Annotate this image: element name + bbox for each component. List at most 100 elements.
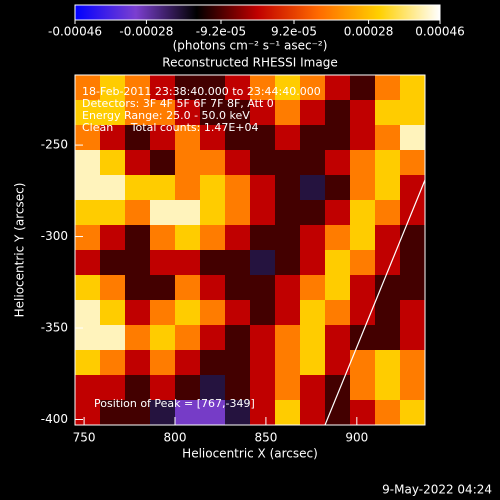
heat-cell [175,325,201,351]
heat-cell [350,75,376,101]
heat-cell [150,250,176,276]
heat-cell [350,225,376,251]
heat-cell [275,250,301,276]
colorbar-tick-label: -0.00046 [48,25,102,39]
heat-cell [175,100,201,126]
colorbar-tick-label: -9.2e-05 [196,25,246,39]
heat-cell [375,225,401,251]
heat-cell [275,350,301,376]
heat-cell [225,150,251,176]
heat-cell [325,175,351,201]
heat-cell [175,125,201,151]
heat-cell [375,100,401,126]
heat-cell [325,150,351,176]
heat-cell [300,200,326,226]
heat-cell [300,250,326,276]
heat-cell [325,300,351,326]
heat-cell [250,175,276,201]
heat-cell [250,100,276,126]
heat-cell [375,400,401,426]
heat-cell [300,225,326,251]
heat-cell [75,75,101,101]
heat-cell [325,225,351,251]
heat-cell [100,100,126,126]
colorbar-tick-label: -0.00028 [119,25,173,39]
heat-cell [125,275,151,301]
heat-cell [150,150,176,176]
heat-cell [225,250,251,276]
annotation: Detectors: 3F 4F 5F 6F 7F 8F, Att 0 [82,97,274,110]
heat-cell [300,150,326,176]
heat-cell [150,75,176,101]
plot-frame [74,74,426,426]
heat-cell [400,250,426,276]
heat-cell [200,350,226,376]
heat-cell [250,275,276,301]
heat-cell [400,125,426,151]
heat-cell [350,325,376,351]
heat-cell [275,125,301,151]
heat-cell [350,275,376,301]
annotation: 18-Feb-2011 23:38:40.000 to 23:44:40.000 [82,85,321,98]
heat-cell [325,325,351,351]
heat-cell [250,75,276,101]
x-tick-label: 850 [254,431,277,445]
heat-cell [150,325,176,351]
heat-cell [125,175,151,201]
heat-cell [375,300,401,326]
heat-cell [275,275,301,301]
heat-cell [300,125,326,151]
heat-cell [100,250,126,276]
heat-cell [300,350,326,376]
heat-cell [100,400,126,426]
heat-cell [75,200,101,226]
heat-cell [400,325,426,351]
x-axis-label: Heliocentric X (arcsec) [182,447,318,461]
heat-cell [400,300,426,326]
heat-cell [250,350,276,376]
heat-cell [175,175,201,201]
heat-cell [375,200,401,226]
heat-cell [225,125,251,151]
heat-cell [150,300,176,326]
heat-cell [150,175,176,201]
heat-cell [200,100,226,126]
x-tick-label: 900 [345,431,368,445]
heat-cell [300,400,326,426]
heat-cell [75,350,101,376]
heat-cell [225,325,251,351]
heat-cell [225,300,251,326]
heat-cell [200,325,226,351]
heat-cell [275,175,301,201]
heat-cell [350,375,376,401]
heat-cell [275,375,301,401]
heat-cell [100,375,126,401]
heat-cell [125,200,151,226]
heat-cell [275,150,301,176]
heat-cell [75,325,101,351]
heat-cell [150,200,176,226]
colorbar-label: (photons cm⁻² s⁻¹ asec⁻²) [173,39,328,53]
heat-cell [350,250,376,276]
heat-cell [250,150,276,176]
heat-cell [100,175,126,201]
heat-cell [325,275,351,301]
colorbar-tick-label: 0.00046 [415,25,465,39]
heat-cell [175,350,201,376]
heat-cell [250,300,276,326]
heat-cell [150,375,176,401]
heat-cell [375,375,401,401]
heat-cell [250,325,276,351]
heat-cell [175,275,201,301]
heat-cell [225,225,251,251]
heat-cell [150,400,176,426]
heat-cell [275,200,301,226]
heatmap [75,75,426,426]
heat-cell [325,200,351,226]
heat-cell [275,300,301,326]
heat-cell [175,150,201,176]
heat-cell [75,375,101,401]
heat-cell [400,375,426,401]
heat-cell [275,325,301,351]
